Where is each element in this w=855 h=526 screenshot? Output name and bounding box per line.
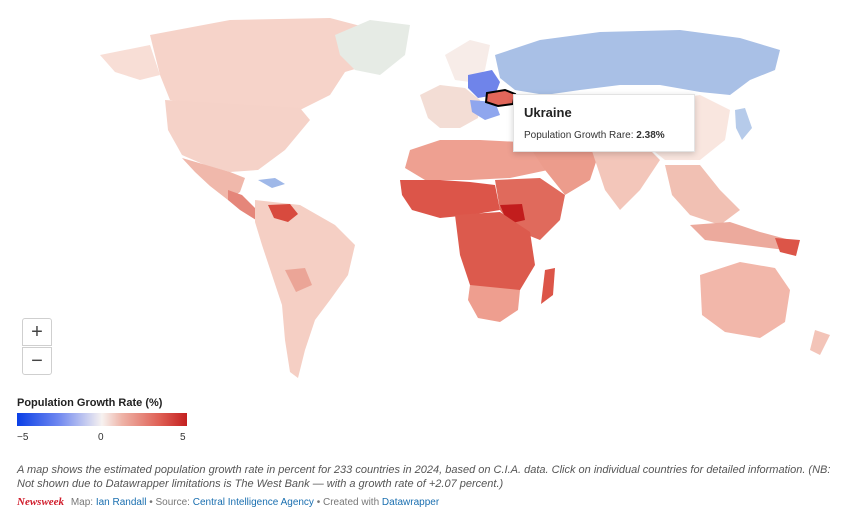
map-svg[interactable]: [0, 0, 855, 390]
region-north-africa[interactable]: [405, 140, 548, 180]
legend: Population Growth Rate (%): [17, 397, 197, 426]
source-link[interactable]: Central Intelligence Agency: [192, 497, 314, 508]
legend-title: Population Growth Rate (%): [17, 397, 163, 409]
newsweek-logo[interactable]: Newsweek: [17, 496, 65, 508]
tooltip-label: Population Growth Rare:: [524, 130, 634, 141]
region-eastern-europe-neg[interactable]: [468, 70, 500, 98]
author-link[interactable]: Ian Randall: [95, 497, 147, 508]
region-australia[interactable]: [700, 262, 790, 338]
legend-tick-max: 5: [180, 432, 186, 443]
zoom-out-button[interactable]: −: [22, 347, 52, 375]
region-ukraine[interactable]: [484, 88, 517, 108]
legend-gradient-bar: [17, 413, 187, 426]
region-alaska[interactable]: [100, 45, 160, 80]
region-central-america[interactable]: [228, 190, 262, 220]
region-scandinavia[interactable]: [445, 40, 490, 82]
world-map[interactable]: + − Ukraine Population Growth Rare: 2.38…: [0, 0, 855, 390]
tooltip-value: 2.38%: [636, 130, 665, 141]
region-southern-africa[interactable]: [468, 285, 520, 322]
region-venezuela[interactable]: [268, 204, 298, 222]
region-west-africa[interactable]: [400, 180, 500, 218]
region-central-africa[interactable]: [455, 212, 535, 295]
region-russia[interactable]: [495, 30, 780, 95]
region-south-asia[interactable]: [590, 140, 660, 210]
map-note: A map shows the estimated population gro…: [17, 464, 831, 490]
tooltip-line: Population Growth Rare: 2.38%: [524, 130, 684, 141]
region-south-america[interactable]: [255, 200, 355, 378]
footer-created-label: • Created with: [316, 497, 380, 508]
region-caribbean[interactable]: [258, 178, 285, 188]
region-indonesia[interactable]: [690, 222, 790, 250]
region-canada[interactable]: [150, 18, 395, 112]
footer: Newsweek Map: Ian Randall • Source: Cent…: [17, 496, 439, 508]
tooltip-title: Ukraine: [524, 105, 572, 120]
region-western-europe[interactable]: [420, 85, 480, 128]
datawrapper-link[interactable]: Datawrapper: [381, 497, 440, 508]
region-png[interactable]: [775, 238, 800, 256]
country-tooltip: Ukraine Population Growth Rare: 2.38%: [513, 94, 695, 152]
region-madagascar[interactable]: [541, 268, 555, 304]
legend-tick-min: −5: [17, 432, 29, 443]
region-greenland[interactable]: [335, 20, 410, 75]
region-southeast-asia[interactable]: [665, 165, 740, 225]
region-usa[interactable]: [165, 100, 310, 172]
region-japan[interactable]: [735, 108, 752, 140]
footer-source-label: • Source:: [149, 497, 190, 508]
footer-map-label: Map:: [70, 497, 94, 508]
region-new-zealand[interactable]: [810, 330, 830, 355]
region-bolivia[interactable]: [285, 268, 312, 292]
legend-tick-mid: 0: [98, 432, 104, 443]
region-mexico[interactable]: [182, 158, 245, 200]
zoom-in-button[interactable]: +: [22, 318, 52, 346]
